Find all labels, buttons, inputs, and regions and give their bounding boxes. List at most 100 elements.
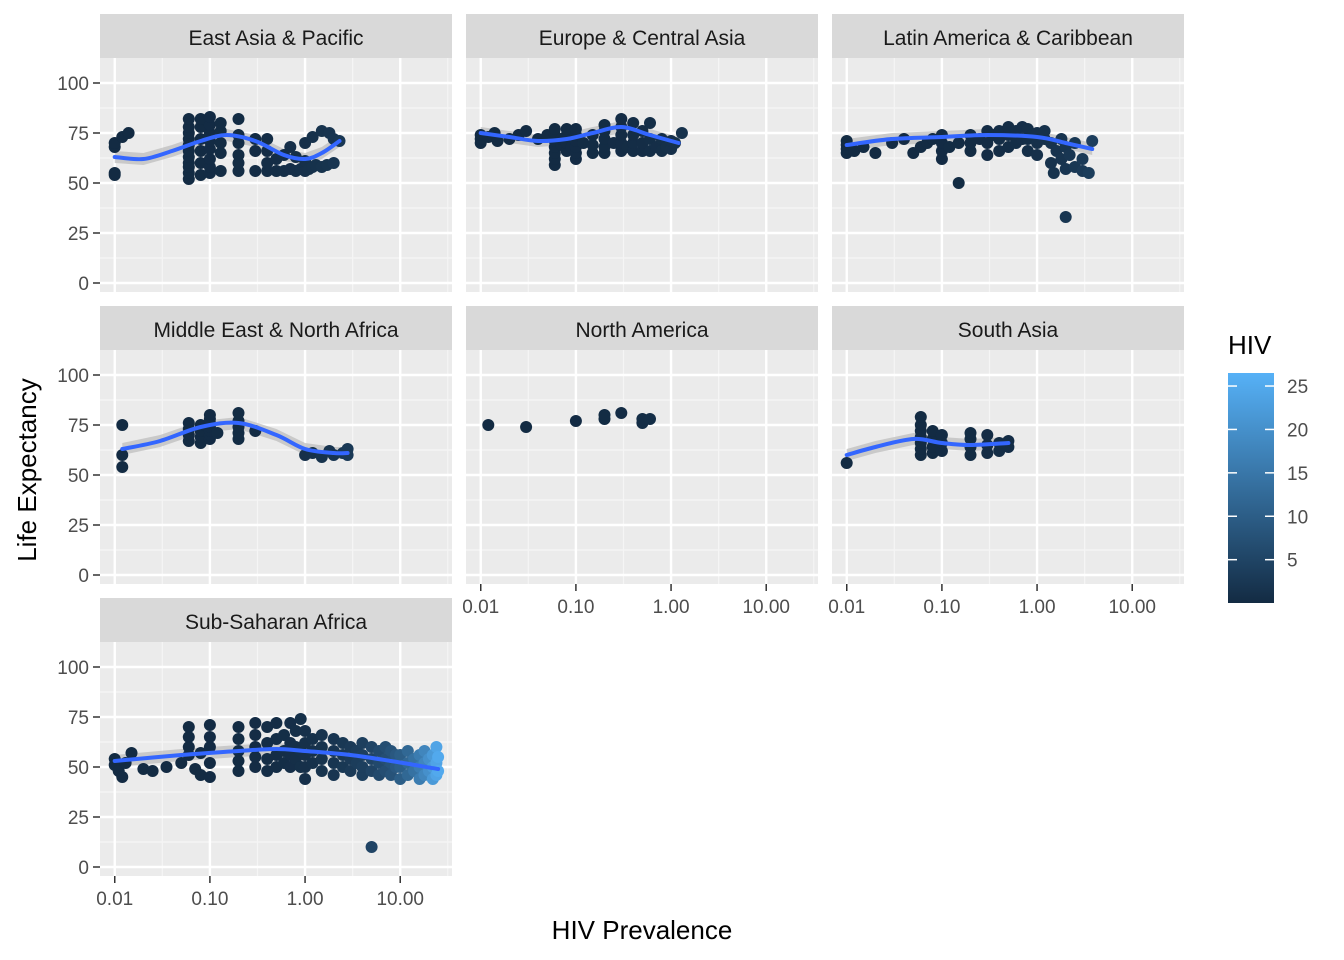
- data-point: [491, 135, 504, 147]
- data-point: [194, 769, 207, 781]
- facet-strip: [100, 598, 452, 642]
- data-point: [315, 741, 328, 753]
- y-tick-label: 50: [68, 466, 89, 487]
- data-point: [327, 157, 340, 169]
- data-point: [993, 145, 1006, 157]
- data-point: [943, 141, 956, 153]
- data-point: [182, 741, 195, 753]
- facet-strip: [100, 14, 452, 58]
- data-point: [232, 765, 245, 777]
- x-tick-label: 1.00: [1019, 597, 1056, 618]
- data-point: [122, 127, 135, 139]
- data-point: [365, 841, 378, 853]
- data-point: [214, 147, 227, 159]
- data-point: [615, 113, 628, 125]
- data-point: [430, 741, 443, 753]
- data-point: [249, 751, 262, 763]
- data-point: [294, 713, 307, 725]
- data-point: [569, 415, 582, 427]
- y-tick-label: 50: [68, 758, 89, 779]
- data-point: [520, 421, 533, 433]
- data-point: [261, 157, 274, 169]
- data-point: [182, 417, 195, 429]
- y-tick-label: 0: [78, 566, 89, 587]
- data-point: [232, 149, 245, 161]
- data-point: [1021, 145, 1034, 157]
- facet-strip: [100, 306, 452, 350]
- data-point: [284, 141, 297, 153]
- data-point: [182, 731, 195, 743]
- x-tick-label: 0.01: [828, 597, 865, 618]
- data-point: [520, 125, 533, 137]
- facet-panel: Middle East & North Africa 0 25 50 75 100: [57, 306, 452, 587]
- x-tick-label: 0.01: [96, 889, 133, 910]
- data-point: [203, 741, 216, 753]
- data-point: [108, 167, 121, 179]
- data-point: [249, 761, 262, 773]
- data-point: [270, 717, 283, 729]
- data-point: [952, 137, 965, 149]
- data-point: [327, 757, 340, 769]
- data-point: [432, 751, 445, 763]
- data-point: [232, 407, 245, 419]
- data-point: [116, 449, 129, 461]
- data-point: [548, 123, 561, 135]
- data-point: [356, 761, 369, 773]
- data-point: [116, 461, 129, 473]
- data-point: [289, 725, 302, 737]
- smooth-line: [844, 436, 1011, 457]
- data-point: [598, 409, 611, 421]
- panel-background: [832, 58, 1184, 292]
- data-point: [160, 761, 173, 773]
- data-point: [203, 771, 216, 783]
- data-point: [840, 457, 853, 469]
- y-tick-label: 50: [68, 174, 89, 195]
- data-point: [299, 725, 312, 737]
- data-point: [964, 427, 977, 439]
- x-tick-label: 10.00: [376, 889, 424, 910]
- data-point: [356, 737, 369, 749]
- data-point: [232, 733, 245, 745]
- facet-strip: [466, 14, 818, 58]
- data-point: [327, 733, 340, 745]
- y-tick-label: 0: [78, 274, 89, 295]
- facet-strip-label: East Asia & Pacific: [188, 27, 363, 50]
- x-tick-label: 0.01: [462, 597, 499, 618]
- facet-strip-label: Middle East & North Africa: [153, 319, 398, 342]
- y-tick-label: 75: [68, 708, 89, 729]
- data-point: [569, 123, 582, 135]
- data-point: [214, 117, 227, 129]
- data-point: [203, 153, 216, 165]
- data-point: [869, 147, 882, 159]
- data-point: [214, 137, 227, 149]
- data-point: [981, 429, 994, 441]
- data-point: [560, 123, 573, 135]
- data-point: [203, 757, 216, 769]
- data-point: [232, 113, 245, 125]
- data-point: [1038, 125, 1051, 137]
- data-point: [675, 127, 688, 139]
- facet-strip: [466, 306, 818, 350]
- facet-panel: East Asia & Pacific 0 25 50 75 100: [57, 14, 452, 295]
- data-point: [327, 769, 340, 781]
- data-point: [261, 133, 274, 145]
- legend-tick-label: 5: [1287, 551, 1298, 572]
- data-point: [194, 113, 207, 125]
- panel-background: [466, 58, 818, 292]
- data-point: [203, 111, 216, 123]
- smooth-line: [478, 124, 681, 145]
- data-point: [182, 113, 195, 125]
- data-point: [1031, 149, 1044, 161]
- facet-panel: Europe & Central Asia: [466, 14, 818, 292]
- data-point: [1059, 163, 1072, 175]
- y-axis-title: Life Expectancy: [12, 378, 42, 562]
- data-point: [981, 137, 994, 149]
- data-point: [211, 427, 224, 439]
- data-point: [1076, 153, 1089, 165]
- legend-tick-label: 15: [1287, 464, 1308, 485]
- data-point: [952, 177, 965, 189]
- data-point: [644, 117, 656, 129]
- data-point: [586, 139, 599, 151]
- data-point: [1045, 157, 1057, 169]
